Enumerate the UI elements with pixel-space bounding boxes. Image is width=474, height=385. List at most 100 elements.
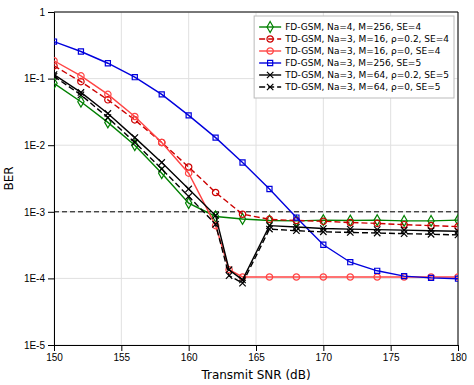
tick-label: 170 — [315, 352, 332, 363]
point — [428, 228, 434, 234]
point — [402, 274, 407, 279]
point — [159, 159, 165, 165]
tick-label: 1E-4 — [24, 273, 46, 284]
point — [455, 276, 458, 281]
legend-label: TD-GSM, Na=3, M=64, ρ=0, SE=5 — [284, 82, 440, 92]
tick: 180 — [450, 345, 467, 363]
legend-item: TD-GSM, Na=3, M=64, ρ=0, SE=5 — [259, 82, 440, 92]
chart: 1501551601651701751801E-51E-41E-31E-21E-… — [0, 0, 474, 385]
point — [320, 229, 326, 235]
legend-item: TD-GSM, Na=3, M=16, ρ=0.2, SE=4 — [259, 34, 449, 44]
legend-line — [259, 38, 281, 39]
legend-item: FD-GSM, Na=4, M=256, SE=4 — [259, 22, 421, 33]
tick-label: 160 — [181, 352, 198, 363]
legend-label: FD-GSM, Na=4, M=256, SE=4 — [285, 22, 421, 32]
tick-mark — [48, 345, 54, 346]
point — [428, 215, 434, 226]
point — [428, 274, 434, 280]
axis-line — [55, 346, 459, 352]
tick: 175 — [383, 345, 400, 363]
point — [226, 272, 232, 278]
point — [132, 139, 138, 145]
series — [54, 71, 458, 283]
grid-line-x — [121, 12, 122, 345]
point — [266, 216, 272, 222]
point — [132, 113, 138, 119]
series-line — [54, 76, 458, 283]
point — [213, 135, 218, 140]
series-line — [54, 83, 458, 221]
point — [239, 280, 245, 286]
legend-item: TD-GSM, Na=3, M=64, ρ=0.2, SE=5 — [259, 70, 449, 80]
tick-mark — [48, 145, 54, 146]
point — [185, 170, 191, 176]
legend-box — [254, 16, 454, 98]
point — [374, 230, 380, 236]
tick: 1E-2 — [24, 140, 54, 151]
point — [212, 189, 218, 195]
grid-line-y — [54, 211, 458, 212]
x-axis: 150155160165170175180 — [46, 345, 467, 363]
grid-line-x — [188, 12, 189, 345]
tick-label: 1E-5 — [24, 340, 46, 351]
plot-frame — [54, 12, 458, 345]
y-axis: 1E-51E-41E-31E-21E-11 — [24, 7, 55, 351]
tick-label: 1 — [39, 7, 45, 18]
tick: 170 — [315, 345, 332, 363]
point — [54, 58, 57, 64]
tick-label: 180 — [450, 352, 467, 363]
point — [347, 215, 353, 226]
point — [320, 218, 326, 224]
reference-line — [54, 211, 458, 212]
legend-marker — [268, 60, 273, 65]
tick: 1E-3 — [24, 207, 54, 218]
point — [347, 226, 353, 232]
point — [401, 274, 407, 280]
legend-marker — [267, 36, 273, 42]
point — [132, 140, 138, 151]
tick: 160 — [181, 345, 198, 363]
point — [212, 221, 218, 227]
point — [428, 231, 434, 237]
tick-label: 1E-2 — [24, 140, 46, 151]
tick-mark — [48, 278, 54, 279]
point — [429, 275, 434, 280]
legend-label: TD-GSM, Na=3, M=64, ρ=0.2, SE=5 — [284, 70, 449, 80]
point — [159, 92, 164, 97]
point — [321, 242, 326, 247]
legend-line — [259, 62, 281, 63]
legend-item: FD-GSM, Na=3, M=256, SE=5 — [259, 58, 421, 68]
point — [105, 91, 111, 97]
tick-label: 165 — [248, 352, 265, 363]
tick-label: 150 — [46, 352, 63, 363]
point — [374, 274, 380, 280]
legend-item: TD-GSM, Na=3, M=16, ρ=0, SE=4 — [259, 46, 441, 56]
point — [239, 211, 245, 217]
grid — [54, 12, 458, 345]
point — [185, 193, 191, 199]
point — [347, 274, 353, 280]
point — [374, 220, 380, 226]
tick: 1 — [39, 7, 54, 18]
point — [159, 139, 165, 145]
point — [347, 219, 353, 225]
tick-mark — [48, 12, 54, 13]
point — [374, 226, 380, 232]
tick: 165 — [248, 345, 265, 363]
point — [348, 260, 353, 265]
point — [212, 212, 218, 218]
point — [455, 232, 458, 238]
point — [105, 61, 110, 66]
point — [294, 215, 299, 220]
point — [347, 229, 353, 235]
point — [293, 228, 299, 234]
legend: FD-GSM, Na=4, M=256, SE=4 TD-GSM, Na=3, M… — [254, 16, 454, 98]
point — [320, 274, 326, 280]
point — [293, 274, 299, 280]
legend-label: TD-GSM, Na=3, M=16, ρ=0, SE=4 — [284, 46, 441, 56]
point — [78, 92, 84, 98]
point — [105, 117, 111, 128]
point — [240, 160, 245, 165]
point — [320, 215, 326, 226]
series — [54, 73, 458, 286]
